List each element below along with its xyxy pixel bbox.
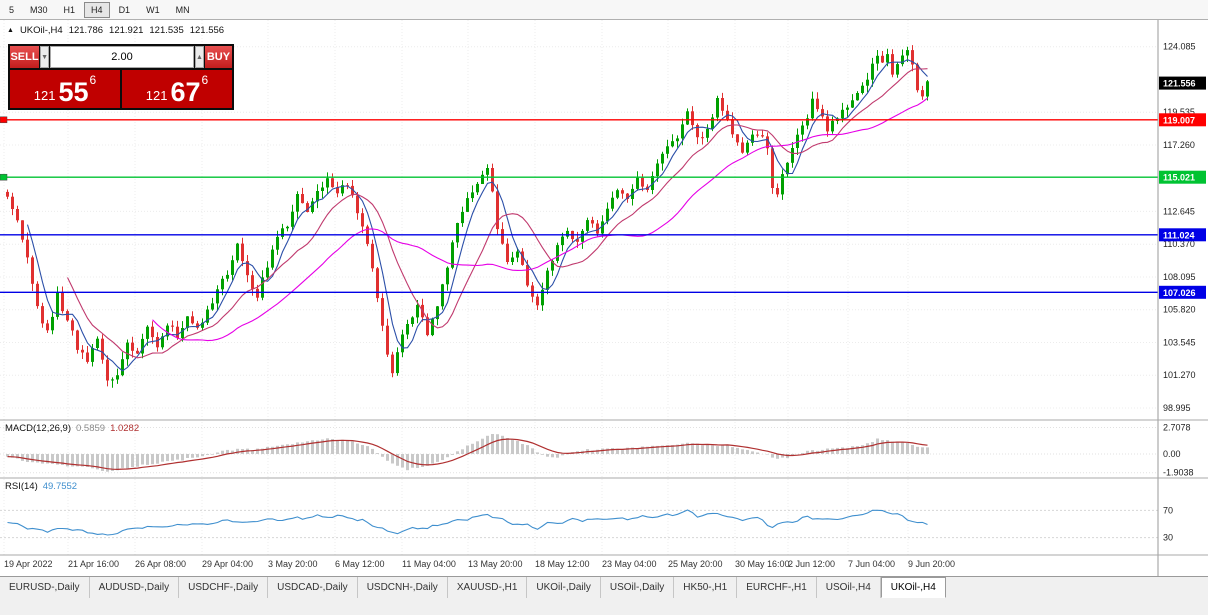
svg-text:30: 30 bbox=[1163, 533, 1173, 543]
svg-text:112.645: 112.645 bbox=[1163, 206, 1195, 216]
svg-text:6 May 12:00: 6 May 12:00 bbox=[335, 559, 385, 569]
svg-text:19 Apr 2022: 19 Apr 2022 bbox=[4, 559, 53, 569]
timeframe-button-5[interactable]: 5 bbox=[9, 4, 15, 15]
timeframe-button-h4[interactable]: H4 bbox=[84, 1, 110, 18]
macd-indicator-label: MACD(12,26,9) 0.5859 1.0282 bbox=[5, 423, 139, 434]
buy-button[interactable]: BUY bbox=[204, 46, 232, 68]
svg-text:3 May 20:00: 3 May 20:00 bbox=[268, 559, 318, 569]
svg-text:21 Apr 16:00: 21 Apr 16:00 bbox=[68, 559, 119, 569]
sell-price-display[interactable]: 121 55 6 bbox=[10, 70, 120, 108]
svg-text:7 Jun 04:00: 7 Jun 04:00 bbox=[848, 559, 895, 569]
chart-tab[interactable]: EURCHF-,H1 bbox=[737, 577, 817, 598]
buy-price-display[interactable]: 121 67 6 bbox=[122, 70, 232, 108]
amount-decrease-button[interactable]: ▼ bbox=[40, 46, 49, 68]
svg-text:115.021: 115.021 bbox=[1163, 173, 1195, 183]
sell-price-whole: 121 bbox=[33, 88, 56, 103]
buy-price-pips: 67 bbox=[170, 77, 201, 108]
chart-tab-bar: EURUSD-,Daily AUDUSD-,Daily USDCHF-,Daily U… bbox=[0, 576, 1208, 598]
svg-text:101.270: 101.270 bbox=[1163, 370, 1196, 380]
chart-tab[interactable]: USOil-,H4 bbox=[817, 577, 881, 598]
chart-tab[interactable]: AUDUSD-,Daily bbox=[90, 577, 180, 598]
chart-tab[interactable]: USDCNH-,Daily bbox=[358, 577, 448, 598]
sell-button[interactable]: SELL bbox=[10, 46, 40, 68]
svg-text:110.370: 110.370 bbox=[1163, 239, 1195, 249]
svg-text:2.7078: 2.7078 bbox=[1163, 422, 1191, 432]
svg-text:119.007: 119.007 bbox=[1163, 115, 1195, 125]
svg-text:18 May 12:00: 18 May 12:00 bbox=[535, 559, 590, 569]
svg-text:111.024: 111.024 bbox=[1163, 230, 1195, 240]
svg-text:103.545: 103.545 bbox=[1163, 337, 1196, 347]
chart-ohlc-header: ▲ UKOil-,H4 121.786 121.921 121.535 121.… bbox=[7, 25, 224, 36]
rsi-indicator-label: RSI(14) 49.7552 bbox=[5, 481, 77, 492]
price-chart-canvas[interactable]: 124.085 119.535 117.260 112.645 110.370 108.0… bbox=[0, 0, 1208, 576]
chart-tab[interactable]: USDCAD-,Daily bbox=[268, 577, 358, 598]
svg-text:117.260: 117.260 bbox=[1163, 140, 1195, 150]
timeframe-toolbar: 5 M30 H1 H4 D1 W1 MN bbox=[0, 0, 1208, 20]
timeframe-button-d1[interactable]: D1 bbox=[118, 4, 131, 15]
svg-text:-1.9038: -1.9038 bbox=[1163, 468, 1194, 478]
svg-text:9 Jun 20:00: 9 Jun 20:00 bbox=[908, 559, 955, 569]
svg-text:2 Jun 12:00: 2 Jun 12:00 bbox=[788, 559, 835, 569]
svg-text:25 May 20:00: 25 May 20:00 bbox=[668, 559, 723, 569]
one-click-trade-panel: SELL ▼ ▲ BUY 121 55 6 121 67 6 bbox=[8, 44, 234, 110]
svg-text:70: 70 bbox=[1163, 505, 1173, 515]
chart-symbol-label: UKOil-,H4 bbox=[19, 25, 63, 36]
svg-text:105.820: 105.820 bbox=[1163, 305, 1196, 315]
chart-tab[interactable]: USOil-,Daily bbox=[601, 577, 675, 598]
svg-text:0.00: 0.00 bbox=[1163, 449, 1181, 459]
svg-text:108.095: 108.095 bbox=[1163, 272, 1196, 282]
timeframe-button-mn[interactable]: MN bbox=[175, 4, 190, 15]
svg-text:23 May 04:00: 23 May 04:00 bbox=[602, 559, 657, 569]
chart-tab[interactable]: HK50-,H1 bbox=[674, 577, 738, 598]
status-strip bbox=[0, 598, 1208, 615]
svg-text:13 May 20:00: 13 May 20:00 bbox=[468, 559, 523, 569]
timeframe-button-h1[interactable]: H1 bbox=[63, 4, 76, 15]
rsi-name: RSI(14) bbox=[5, 481, 38, 492]
ohlc-high: 121.921 bbox=[109, 25, 144, 36]
svg-text:119.535: 119.535 bbox=[1163, 107, 1195, 117]
uptick-icon: ▲ bbox=[7, 27, 14, 34]
buy-price-whole: 121 bbox=[145, 88, 168, 103]
chart-tab[interactable]: USDCHF-,Daily bbox=[179, 577, 269, 598]
ohlc-low: 121.535 bbox=[149, 25, 184, 36]
svg-text:30 May 16:00: 30 May 16:00 bbox=[735, 559, 790, 569]
rsi-value: 49.7552 bbox=[42, 481, 78, 492]
svg-text:107.026: 107.026 bbox=[1163, 288, 1196, 298]
ohlc-close: 121.556 bbox=[189, 25, 225, 36]
svg-text:121.556: 121.556 bbox=[1163, 79, 1196, 89]
sell-price-pips: 55 bbox=[58, 77, 89, 108]
trade-amount-input[interactable] bbox=[50, 46, 194, 68]
timeframe-button-m30[interactable]: M30 bbox=[30, 4, 48, 15]
sell-price-fraction: 6 bbox=[89, 73, 97, 87]
svg-text:124.085: 124.085 bbox=[1163, 42, 1196, 52]
svg-text:29 Apr 04:00: 29 Apr 04:00 bbox=[202, 559, 253, 569]
amount-increase-button[interactable]: ▲ bbox=[195, 46, 204, 68]
svg-text:98.995: 98.995 bbox=[1163, 403, 1191, 413]
macd-value-signal: 1.0282 bbox=[110, 423, 140, 434]
timeframe-button-w1[interactable]: W1 bbox=[146, 4, 160, 15]
svg-text:26 Apr 08:00: 26 Apr 08:00 bbox=[135, 559, 186, 569]
buy-price-fraction: 6 bbox=[201, 73, 209, 87]
chart-tab[interactable]: UKOil-,Daily bbox=[527, 577, 601, 598]
chart-tab[interactable]: UKOil-,H4 bbox=[880, 577, 946, 598]
chart-tab[interactable]: XAUUSD-,H1 bbox=[448, 577, 528, 598]
macd-name: MACD(12,26,9) bbox=[5, 423, 71, 434]
svg-text:11 May 04:00: 11 May 04:00 bbox=[402, 559, 456, 569]
chart-tab[interactable]: EURUSD-,Daily bbox=[0, 577, 90, 598]
macd-value-main: 0.5859 bbox=[76, 423, 106, 434]
ohlc-open: 121.786 bbox=[68, 25, 104, 36]
